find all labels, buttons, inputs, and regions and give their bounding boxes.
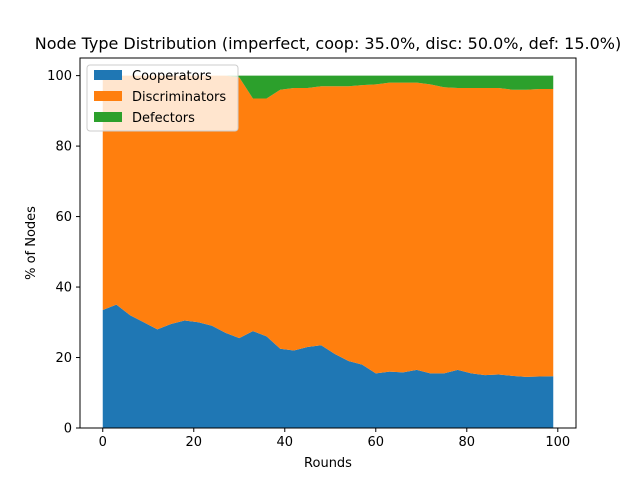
x-tick-label: 100 bbox=[545, 435, 570, 450]
legend-box bbox=[86, 64, 239, 132]
legend-swatch-defectors bbox=[94, 112, 122, 122]
y-tick-label: 100 bbox=[47, 69, 72, 84]
x-tick-label: 60 bbox=[368, 435, 385, 450]
area-defectors bbox=[102, 75, 554, 99]
legend-label-cooperators: Cooperators bbox=[132, 69, 212, 84]
legend-label-defectors: Defectors bbox=[132, 111, 195, 126]
x-axis-label: Rounds bbox=[304, 456, 352, 471]
y-tick-label: 40 bbox=[55, 281, 72, 296]
y-tick-label: 20 bbox=[55, 351, 72, 366]
chart-title: Node Type Distribution (imperfect, coop:… bbox=[35, 34, 622, 53]
area-cooperators bbox=[102, 304, 554, 428]
legend-swatch-discriminators bbox=[94, 91, 122, 101]
legend: Cooperators Discriminators Defectors bbox=[86, 64, 239, 132]
area-discriminators bbox=[102, 75, 554, 377]
y-tick-label: 80 bbox=[55, 140, 72, 155]
x-tick-label: 0 bbox=[99, 435, 107, 450]
x-axis: 0 20 40 60 80 100 bbox=[99, 428, 570, 450]
y-axis-label: % of Nodes bbox=[24, 206, 39, 280]
x-tick-label: 40 bbox=[276, 435, 293, 450]
y-tick-label: 0 bbox=[64, 422, 72, 437]
legend-swatch-cooperators bbox=[94, 70, 122, 80]
plot-frame bbox=[79, 57, 577, 429]
y-axis: 0 20 40 60 80 100 bbox=[47, 69, 80, 437]
legend-label-discriminators: Discriminators bbox=[132, 90, 226, 105]
x-tick-label: 20 bbox=[185, 435, 202, 450]
x-tick-label: 80 bbox=[459, 435, 476, 450]
area-layers bbox=[102, 75, 554, 428]
y-tick-label: 60 bbox=[55, 210, 72, 225]
